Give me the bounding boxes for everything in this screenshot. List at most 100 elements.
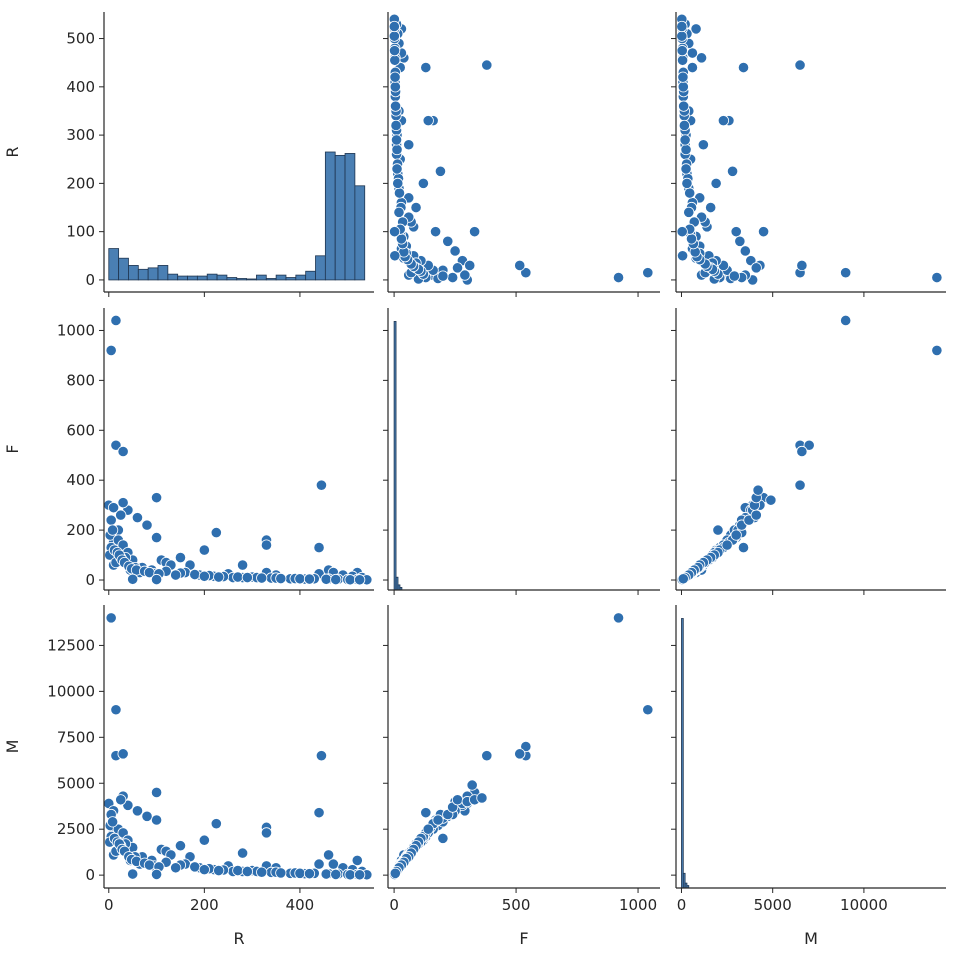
- panel-f-vs-f: [383, 308, 660, 595]
- scatter-point: [327, 858, 339, 870]
- y-tick-label: 10000: [47, 682, 95, 700]
- scatter-point: [686, 47, 699, 59]
- scatter-point: [330, 573, 342, 586]
- scatter-point: [803, 439, 815, 451]
- scatter-point: [241, 865, 253, 878]
- scatter-point: [236, 847, 249, 859]
- x-tick-label: 500: [502, 896, 531, 914]
- scatter-point: [840, 267, 852, 279]
- scatter-point: [256, 866, 268, 878]
- scatter-point: [189, 568, 201, 581]
- scatter-point: [275, 867, 287, 879]
- hist-bar-r: [137, 268, 149, 281]
- scatter-point: [150, 492, 163, 504]
- scatter-point: [150, 573, 163, 586]
- scatter-point: [514, 259, 526, 272]
- scatter-point: [150, 531, 163, 544]
- hist-bar-r: [246, 278, 257, 281]
- scatter-point: [752, 484, 764, 496]
- x-tick-label: 1000: [619, 896, 657, 914]
- hist-bar-r: [187, 275, 198, 281]
- scatter-point: [117, 748, 129, 760]
- scatter-point: [678, 119, 690, 132]
- scatter-point: [354, 574, 366, 586]
- scatter-point: [420, 61, 432, 74]
- scatter-point: [931, 344, 943, 357]
- panel-m-vs-f: 0 500 1000 F: [383, 605, 660, 948]
- scatter-point: [705, 201, 717, 214]
- scatter-point: [476, 792, 488, 804]
- hist-bar-r: [275, 274, 287, 281]
- panel-m-vs-m: 0 5000 10000 M: [671, 605, 946, 948]
- scatter-point: [676, 45, 688, 57]
- scatter-point: [174, 551, 187, 564]
- scatter-point: [315, 479, 328, 491]
- panel-r-vs-m: [671, 12, 946, 297]
- scatter-point: [107, 816, 119, 828]
- hist-bar-r: [305, 270, 316, 281]
- scatter-point: [697, 139, 709, 151]
- y-axis-label: M: [3, 740, 22, 754]
- scatter-point: [677, 573, 689, 585]
- scatter-point: [717, 115, 730, 127]
- scatter-point: [320, 868, 332, 880]
- scatter-point: [520, 267, 532, 279]
- x-axis-label: M: [804, 929, 818, 948]
- scatter-point: [677, 71, 689, 83]
- scatter-point: [131, 805, 144, 817]
- scatter-point: [681, 177, 693, 189]
- hist-bar-r: [344, 153, 356, 281]
- scatter-point: [437, 270, 449, 282]
- scatter-point: [388, 30, 400, 42]
- scatter-point: [466, 779, 478, 791]
- scatter-point: [676, 226, 688, 238]
- scatter-point: [344, 869, 356, 881]
- scatter-point: [150, 786, 163, 799]
- scatter-point: [676, 250, 689, 262]
- scatter-point: [313, 807, 325, 819]
- scatter-point: [481, 59, 493, 71]
- scatter-point: [323, 849, 335, 861]
- scatter-point: [765, 494, 777, 506]
- scatter-point: [750, 509, 762, 521]
- hist-bar-r: [334, 154, 346, 281]
- hist-bar-r: [196, 275, 208, 281]
- scatter-point: [150, 868, 163, 881]
- scatter-point: [110, 314, 122, 327]
- scatter-point: [737, 541, 750, 554]
- scatter-point: [117, 445, 129, 458]
- scatter-point: [686, 61, 699, 74]
- scatter-point: [141, 810, 153, 822]
- scatter-point: [676, 30, 688, 42]
- scatter-point: [389, 867, 401, 879]
- hist-bar-m: [681, 618, 684, 889]
- scatter-point: [612, 271, 625, 284]
- scatter-point: [678, 100, 690, 112]
- scatter-point: [313, 858, 325, 870]
- y-tick-label: 0: [85, 571, 95, 589]
- hist-bar-r: [157, 265, 169, 281]
- scatter-point: [388, 45, 401, 57]
- scatter-point: [391, 143, 403, 156]
- scatter-point: [198, 570, 210, 582]
- scatter-point: [683, 206, 695, 218]
- hist-bar-r: [236, 278, 247, 281]
- scatter-point: [685, 233, 698, 245]
- y-tick-label: 1000: [57, 321, 95, 339]
- scatter-point: [294, 573, 306, 585]
- hist-bar-r: [226, 277, 238, 281]
- scatter-point: [451, 262, 464, 274]
- scatter-point: [354, 869, 366, 881]
- scatter-point: [320, 573, 332, 585]
- scatter-point: [303, 868, 316, 880]
- scatter-point: [712, 524, 724, 536]
- x-tick-label: 0: [389, 896, 399, 914]
- scatter-point: [127, 573, 139, 585]
- y-tick-label: 300: [66, 126, 95, 144]
- hist-bar-r: [295, 274, 307, 281]
- scatter-point: [141, 519, 153, 531]
- scatter-point: [110, 439, 122, 451]
- scatter-point: [449, 245, 461, 257]
- panel-f-vs-r: 0 200 400 600 800 1000 F: [3, 308, 374, 595]
- scatter-point: [330, 868, 342, 881]
